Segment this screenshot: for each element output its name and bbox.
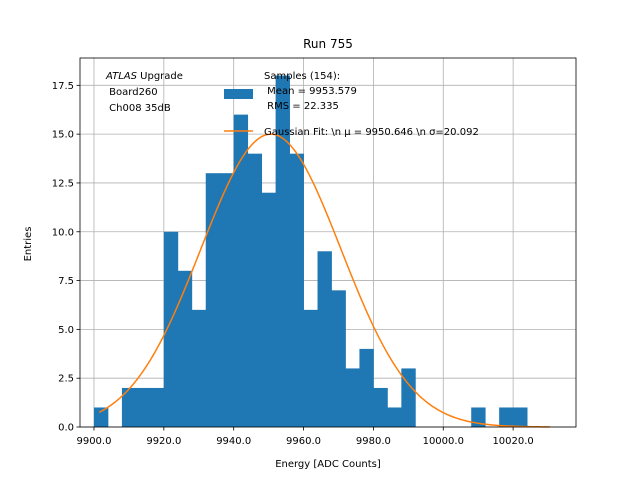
- histogram-bar: [373, 387, 388, 427]
- x-tick-label: 9960.0: [286, 436, 321, 447]
- histogram-bar: [233, 114, 249, 427]
- axes-frame: [79, 57, 577, 428]
- histogram-bar: [303, 309, 318, 427]
- histogram-bar: [177, 270, 193, 427]
- y-tick-label: 10.0: [52, 227, 74, 238]
- annotation-text: Ch008 35dB: [106, 103, 171, 114]
- histogram-bar: [261, 192, 277, 427]
- x-tick-label: 9980.0: [356, 436, 391, 447]
- histogram-bar: [289, 153, 304, 427]
- y-tick-label: 0.0: [58, 423, 74, 434]
- annotation-italic: ATLAS: [105, 71, 138, 82]
- x-axis-ticks: 9900.0 9920.0 9940.0 9960.0 9980.0 10000.0 100…: [76, 427, 534, 447]
- annotation-line: Board260: [106, 87, 158, 98]
- histogram-bars: [93, 75, 528, 428]
- x-tick-label: 9940.0: [216, 436, 251, 447]
- chart-title: Run 755: [303, 37, 353, 51]
- annotation-line: Ch008 35dB: [106, 103, 171, 114]
- histogram-bar: [149, 387, 165, 427]
- histogram-bar: [247, 153, 263, 427]
- y-axis-label: Entries: [23, 227, 34, 262]
- y-tick-label: 5.0: [58, 325, 74, 336]
- histogram-bar: [135, 387, 151, 427]
- annotation-line: ATLAS Upgrade: [105, 71, 183, 82]
- legend-fit-label: Gaussian Fit: \n μ = 9950.646 \n σ=20.09…: [264, 127, 479, 138]
- histogram-bar: [205, 173, 221, 427]
- histogram-bar: [359, 348, 374, 427]
- histogram-bar: [317, 251, 332, 427]
- histogram-bar: [401, 368, 416, 427]
- x-tick-label: 10020.0: [492, 436, 533, 447]
- x-tick-label: 9900.0: [76, 436, 111, 447]
- fit-curve: [98, 133, 550, 428]
- histogram-bar: [513, 407, 528, 427]
- y-tick-label: 15.0: [52, 130, 74, 141]
- x-tick-label: 9920.0: [146, 436, 181, 447]
- legend-histogram-swatch: [224, 89, 253, 99]
- gaussian-fit: [98, 133, 550, 428]
- x-tick-label: 10000.0: [423, 436, 464, 447]
- histogram-bar: [219, 173, 235, 427]
- y-tick-label: 7.5: [58, 276, 74, 287]
- histogram-bar: [499, 407, 514, 427]
- histogram-bar: [345, 368, 360, 427]
- y-tick-label: 12.5: [52, 178, 74, 189]
- legend: Samples (154): Mean = 9953.579 RMS = 22.…: [224, 71, 479, 138]
- histogram-bar: [387, 407, 402, 427]
- annotation-text: Upgrade: [137, 71, 183, 82]
- annotation-text: Board260: [106, 87, 158, 98]
- legend-histogram-label: RMS = 22.335: [264, 101, 339, 112]
- atlas-annotation: ATLAS Upgrade Board260 Ch008 35dB: [105, 71, 183, 114]
- histogram-bar: [163, 231, 179, 427]
- histogram-bar: [191, 309, 207, 427]
- histogram-bar: [121, 387, 137, 427]
- histogram-bar: [93, 407, 109, 427]
- y-axis-ticks: 0.0 2.5 5.0 7.5 10.0 12.5 15.0 17.5: [52, 81, 80, 434]
- y-tick-label: 17.5: [52, 81, 74, 92]
- legend-histogram-label: Mean = 9953.579: [264, 86, 357, 97]
- x-axis-label: Energy [ADC Counts]: [275, 459, 381, 470]
- y-tick-label: 2.5: [58, 374, 74, 385]
- histogram-bar: [331, 290, 346, 427]
- histogram-bar: [275, 75, 290, 428]
- legend-histogram-label: Samples (154):: [264, 71, 340, 82]
